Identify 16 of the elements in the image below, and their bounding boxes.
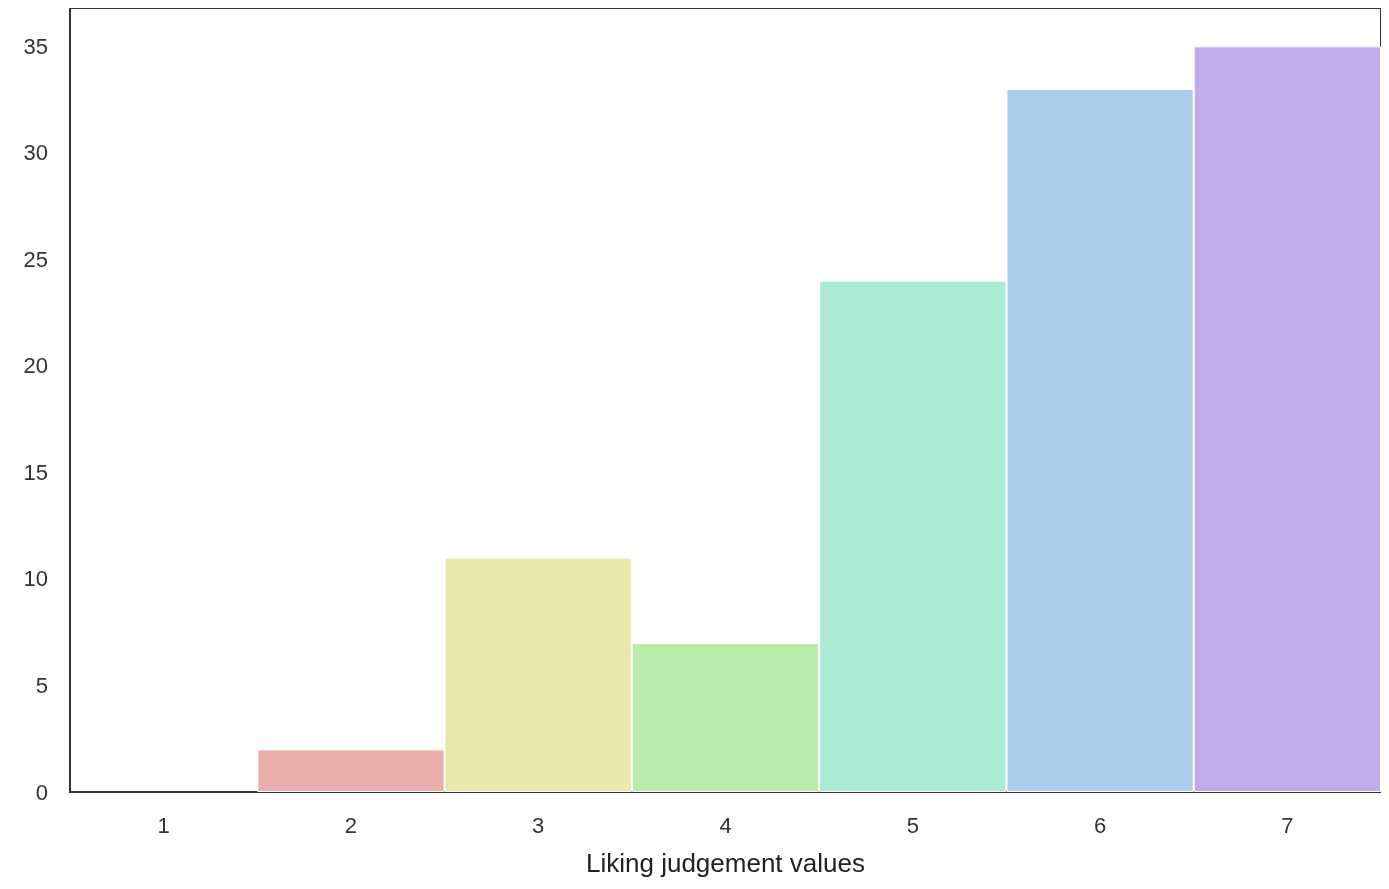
y-tick-label: 5 <box>35 672 48 698</box>
x-axis-title: Liking judgement values <box>586 848 865 878</box>
x-tick-label: 7 <box>1281 812 1294 838</box>
y-tick-label: 10 <box>23 566 48 592</box>
y-tick-label: 0 <box>35 779 48 805</box>
x-tick-label: 2 <box>344 812 358 838</box>
y-tick-label: 25 <box>23 246 48 272</box>
y-tick-label: 15 <box>23 459 48 485</box>
y-tick-label: 20 <box>23 353 48 379</box>
x-tick-label: 6 <box>1093 812 1107 838</box>
x-tick-label: 4 <box>719 812 732 838</box>
x-tick-label: 5 <box>906 812 919 838</box>
x-tick-label: 1 <box>157 812 170 838</box>
y-tick-label: 30 <box>23 140 48 166</box>
x-tick-label: 3 <box>532 812 545 838</box>
y-tick-label: 35 <box>23 33 48 59</box>
